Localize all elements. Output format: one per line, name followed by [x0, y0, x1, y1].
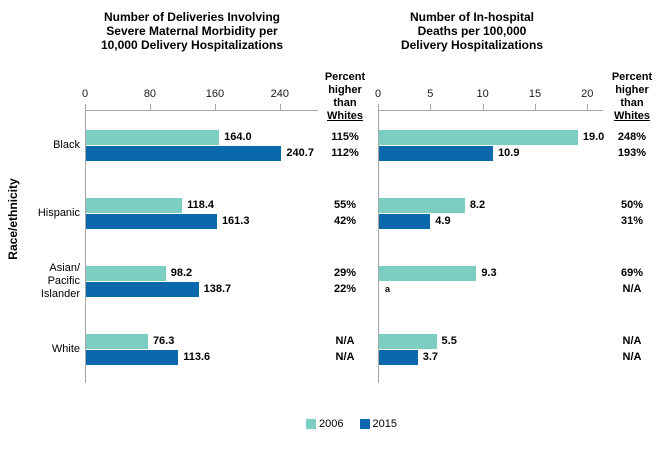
percent-value-asian-pacific-islander-2015: N/A [622, 283, 642, 295]
value-label-2006-hispanic: 118.4 [187, 199, 215, 211]
value-label-2006-hispanic: 8.2 [469, 199, 486, 211]
y-axis-line [378, 110, 379, 383]
bar-2006-asian-pacific-islander [86, 266, 166, 281]
value-label-2006-asian-pacific-islander: 98.2 [170, 267, 193, 279]
axis-tick [534, 104, 536, 110]
value-label-2006-black: 19.0 [582, 131, 605, 143]
percent-value-hispanic-2006: 50% [620, 199, 644, 211]
legend-swatch-2006 [306, 419, 317, 429]
value-label-2006-black: 164.0 [224, 131, 252, 143]
axis-tick-label: 0 [81, 88, 89, 100]
category-label-asian-pacific-islander: Asian/Pacific Islander [40, 262, 80, 300]
left-chart-title: Number of Deliveries Involving Severe Ma… [72, 10, 312, 52]
bar-2015-hispanic [379, 214, 431, 229]
legend-item-2006: 2006 [306, 418, 344, 430]
value-label-2006-asian-pacific-islander: 9.3 [481, 267, 497, 279]
value-label-2015-hispanic: 4.9 [435, 215, 451, 227]
legend-label: 2006 [319, 418, 344, 430]
x-axis-line [85, 110, 318, 111]
axis-tick-label: 5 [427, 88, 434, 100]
bar-2015-hispanic [86, 214, 217, 229]
value-label-2006-white: 76.3 [152, 335, 175, 347]
percent-value-asian-pacific-islander-2006: 29% [333, 267, 357, 279]
value-label-2015-asian-pacific-islander: 138.7 [203, 283, 232, 295]
bar-2015-black [86, 146, 282, 161]
category-label-black: Black [53, 139, 80, 151]
right-chart-title: Number of In-hospital Deaths per 100,000… [352, 10, 592, 52]
category-label-hispanic: Hispanic [37, 207, 80, 219]
axis-tick-label: 20 [581, 88, 594, 100]
axis-tick-label: 10 [476, 88, 489, 100]
percent-value-black-2015: 193% [617, 147, 647, 159]
legend-label: 2015 [372, 418, 397, 430]
percent-value-white-2015: N/A [622, 351, 642, 363]
axis-tick-label: 80 [143, 88, 157, 100]
bar-2006-black [86, 130, 220, 145]
percent-value-black-2006: 115% [331, 131, 359, 143]
bar-2006-black [379, 130, 578, 145]
y-axis-line [85, 110, 86, 383]
axis-tick-label: 0 [374, 88, 382, 100]
value-label-2015-white: 113.6 [183, 351, 211, 363]
axis-tick-label: 160 [205, 88, 225, 100]
axis-tick [378, 104, 379, 110]
bar-2015-black [379, 146, 494, 161]
percent-value-asian-pacific-islander-2015: 22% [333, 283, 357, 295]
legend-item-2015: 2015 [359, 418, 397, 430]
right-chart-title-line: Number of In-hospital [410, 10, 534, 24]
axis-tick [482, 104, 484, 110]
right-chart-title-line: Deaths per 100,000 [417, 24, 527, 38]
right-percent-column-header: Percent higher than Whites [611, 71, 653, 122]
bar-2015-white [86, 350, 179, 365]
left-chart-title-line: Severe Maternal Morbidity per [106, 24, 278, 38]
axis-tick [279, 104, 281, 110]
value-label-2015-black: 240.7 [286, 147, 314, 159]
percent-value-hispanic-2015: 31% [620, 215, 644, 227]
left-chart-title-line: 10,000 Delivery Hospitalizations [100, 38, 284, 52]
left-chart-title-line: Number of Deliveries Involving [103, 10, 281, 24]
axis-tick [85, 104, 86, 110]
x-axis-line [378, 110, 603, 111]
bar-2006-hispanic [86, 198, 183, 213]
percent-value-black-2006: 248% [617, 131, 647, 143]
axis-tick [430, 104, 432, 110]
percent-value-asian-pacific-islander-2006: 69% [620, 267, 644, 279]
percent-value-white-2015: N/A [335, 351, 355, 363]
value-label-2006-white: 5.5 [441, 335, 457, 347]
bar-2006-hispanic [379, 198, 465, 213]
legend-swatch-2015 [359, 419, 370, 429]
bar-2015-white [379, 350, 418, 365]
percent-value-hispanic-2015: 42% [333, 215, 357, 227]
bar-2015-asian-pacific-islander [86, 282, 199, 297]
category-label-white: White [51, 343, 80, 355]
axis-tick-label: 15 [528, 88, 542, 100]
legend: 2006 2015 [21, 418, 661, 430]
left-percent-column-header: Percent higher than Whites [324, 71, 366, 122]
footnote-marker-asian-pacific-islander-2015: a [385, 284, 391, 294]
axis-tick [214, 104, 216, 110]
axis-tick [587, 104, 589, 110]
value-label-2015-white: 3.7 [422, 351, 439, 363]
bar-2006-asian-pacific-islander [379, 266, 477, 281]
percent-value-white-2006: N/A [622, 335, 642, 347]
bar-2006-white [86, 334, 148, 349]
value-label-2015-hispanic: 161.3 [221, 215, 250, 227]
right-chart-title-line: Delivery Hospitalizations [400, 38, 544, 52]
percent-value-white-2006: N/A [335, 335, 355, 347]
percent-value-black-2015: 112% [331, 147, 359, 159]
percent-value-hispanic-2006: 55% [333, 199, 357, 211]
value-label-2015-black: 10.9 [498, 147, 520, 159]
axis-tick [149, 104, 151, 110]
axis-tick-label: 240 [270, 88, 289, 100]
bar-2006-white [379, 334, 437, 349]
